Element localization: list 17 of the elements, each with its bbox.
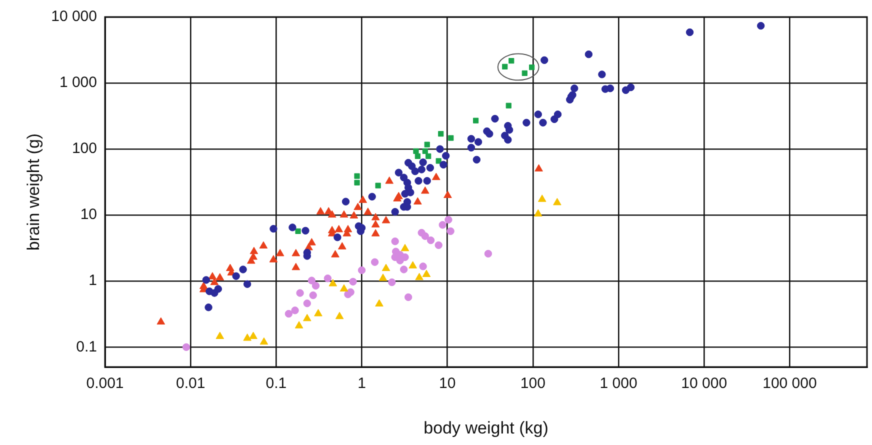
x-tick-label: 100 000 <box>762 375 817 392</box>
x-axis-title: body weight (kg) <box>424 418 548 438</box>
x-tick-label: 100 <box>520 375 546 392</box>
x-tick-label: 1 000 <box>600 375 638 392</box>
x-tick-label: 10 000 <box>681 375 728 392</box>
y-tick-label: 100 <box>72 140 97 158</box>
y-tick-label: 1 000 <box>59 74 97 92</box>
y-tick-label: 10 000 <box>51 8 97 26</box>
x-tick-label: 0.1 <box>266 375 287 392</box>
y-axis-title: brain weight (g) <box>24 133 43 251</box>
x-tick-label: 1 <box>358 375 366 392</box>
x-tick-label: 0.01 <box>176 375 206 392</box>
y-tick-label: 10 <box>80 206 97 224</box>
y-tick-label: 0.1 <box>76 338 97 356</box>
x-tick-label: 10 <box>439 375 456 392</box>
y-tick-label: 1 <box>88 272 97 290</box>
x-tick-label: 0.001 <box>86 375 124 392</box>
